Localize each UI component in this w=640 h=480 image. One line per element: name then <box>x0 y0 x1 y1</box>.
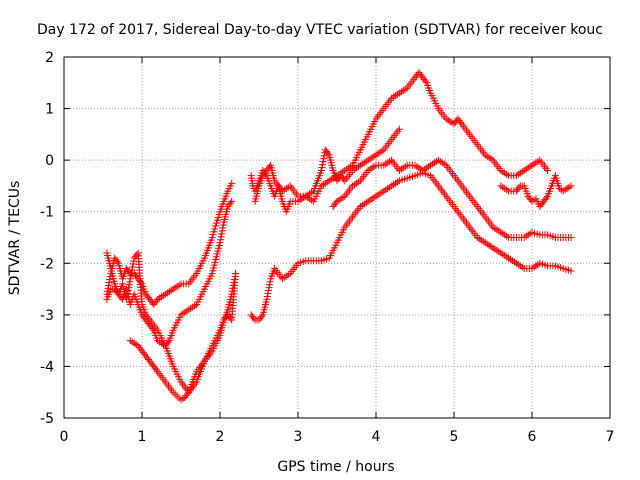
data-point <box>266 278 274 286</box>
data-point <box>320 155 328 163</box>
data-point <box>105 281 113 289</box>
data-point <box>127 272 135 280</box>
data-point <box>106 275 114 283</box>
point-series-5 <box>247 68 552 216</box>
data-point <box>105 278 113 286</box>
data-point <box>213 219 221 227</box>
data-point <box>152 297 160 305</box>
data-point <box>128 266 136 274</box>
data-point <box>217 233 225 241</box>
data-point <box>125 284 133 292</box>
data-point <box>133 251 141 259</box>
point-series-9 <box>497 172 575 211</box>
data-point <box>124 287 132 295</box>
data-point <box>266 281 274 289</box>
data-point <box>126 275 134 283</box>
data-point <box>213 216 221 224</box>
y-tick-label: 2 <box>45 50 54 66</box>
data-point <box>258 313 266 321</box>
data-point <box>126 278 134 286</box>
data-point <box>250 314 258 322</box>
data-point <box>152 366 160 374</box>
data-point <box>123 292 131 300</box>
data-point <box>210 228 218 236</box>
y-tick-label: -4 <box>40 359 54 375</box>
data-point <box>515 184 523 192</box>
y-tick-label: 0 <box>45 153 54 169</box>
y-axis-label: SDTVAR / TECUs <box>7 181 23 296</box>
data-point <box>212 222 220 230</box>
y-tick-label: -1 <box>40 205 54 221</box>
y-tick-label: -2 <box>40 256 54 272</box>
x-tick-label: 1 <box>138 429 147 445</box>
plot-frame <box>63 56 611 419</box>
data-point <box>125 281 133 289</box>
data-point <box>208 234 216 241</box>
data-point <box>145 314 152 322</box>
data-point <box>226 314 234 322</box>
y-tick-label: 1 <box>45 102 54 118</box>
data-point <box>457 118 464 126</box>
x-tick-label: 7 <box>606 429 615 445</box>
data-point <box>320 152 328 160</box>
data-point <box>215 211 223 219</box>
data-point <box>209 231 217 239</box>
x-tick-label: 3 <box>294 429 303 445</box>
point-series-4 <box>126 270 240 404</box>
data-point <box>263 292 271 300</box>
x-axis-label: GPS time / hours <box>277 459 394 475</box>
data-point <box>544 166 552 174</box>
x-tick-label: 4 <box>372 429 381 445</box>
data-point <box>265 284 273 292</box>
data-point <box>129 260 137 268</box>
point-series-3 <box>103 249 240 396</box>
data-point <box>421 77 429 85</box>
data-point <box>217 236 225 244</box>
data-point <box>214 213 222 221</box>
data-point <box>395 125 403 133</box>
data-point <box>124 289 132 297</box>
data-point <box>264 289 272 297</box>
point-series-7 <box>329 156 575 241</box>
data-point <box>318 164 326 172</box>
chart-title: Day 172 of 2017, Sidereal Day-to-day VTE… <box>37 22 603 38</box>
data-point <box>127 269 135 277</box>
point-series-8 <box>247 169 575 324</box>
data-point <box>211 225 219 233</box>
data-point <box>226 199 234 207</box>
x-tick-label: 2 <box>216 429 225 445</box>
data-point <box>263 295 271 303</box>
data-point <box>319 158 327 166</box>
data-point <box>317 166 325 174</box>
data-point <box>264 287 272 295</box>
point-series-6 <box>251 125 403 205</box>
data-point <box>319 161 327 169</box>
data-point <box>218 230 226 238</box>
data-point <box>567 182 575 190</box>
data-point <box>129 263 137 271</box>
data-points <box>103 68 575 404</box>
data-point <box>122 295 130 303</box>
data-point <box>228 197 236 205</box>
data-point <box>324 149 332 157</box>
data-point <box>216 239 224 247</box>
data-point <box>113 258 121 266</box>
data-point <box>184 390 191 398</box>
data-point <box>542 194 550 202</box>
data-point <box>332 199 340 207</box>
data-point <box>232 270 240 278</box>
data-point <box>567 267 575 275</box>
x-tick-label: 0 <box>60 429 69 445</box>
x-tick-label: 5 <box>450 429 459 445</box>
y-tick-label: -5 <box>40 411 54 427</box>
data-point <box>218 227 226 235</box>
data-point <box>219 221 227 229</box>
y-tick-label: -3 <box>40 308 54 324</box>
x-tick-label: 6 <box>528 429 537 445</box>
axis-ticks: 0 1 2 3 4 5 6 7 -5 -4 -3 -2 -1 0 1 2 <box>40 50 614 445</box>
data-point <box>567 234 575 241</box>
data-point <box>219 224 227 232</box>
data-point <box>228 179 236 187</box>
